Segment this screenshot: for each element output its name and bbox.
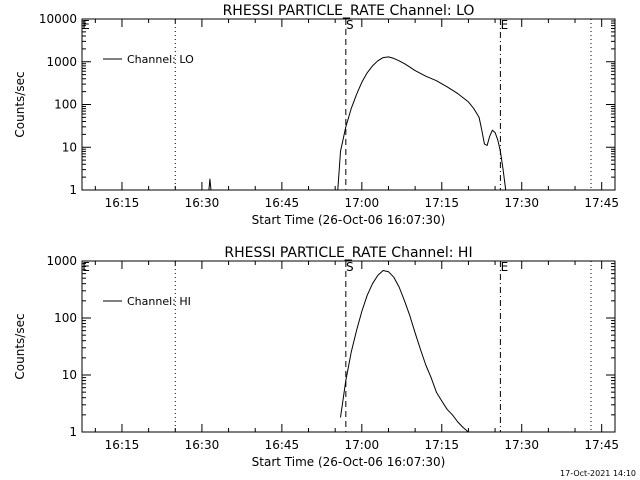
y-tick-label: 100 [54,311,77,325]
x-tick-label: 17:15 [424,196,459,210]
lo-channel-panel: RHESSI PARTICLE_RATE Channel: LO Start Ti… [13,3,619,227]
x-tick-label: 17:30 [504,196,539,210]
x-tick-label: 17:45 [584,438,619,452]
y-tick-label: 1000 [46,55,77,69]
marker-label: E [82,260,90,274]
x-tick-label: 17:45 [584,196,619,210]
y-tick-label: 1 [69,183,77,197]
x-tick-label: 17:00 [345,196,380,210]
chart-title: RHESSI PARTICLE_RATE Channel: LO [223,3,475,19]
x-axis-label: Start Time (26-Oct-06 16:07:30) [252,455,446,469]
x-tick-label: 16:30 [185,196,220,210]
y-tick-label: 1000 [46,254,77,268]
y-tick-label: 10 [62,368,77,382]
y-tick-label: 1 [69,425,77,439]
x-tick-label: 16:15 [105,438,140,452]
hi-channel-panel: RHESSI PARTICLE_RATE Channel: HI Start Ti… [13,245,619,469]
x-tick-label: 17:15 [424,438,459,452]
chart-title: RHESSI PARTICLE_RATE Channel: HI [224,245,472,261]
footer-timestamp: 17-Oct-2021 14:10 [560,469,636,478]
x-tick-label: 16:45 [265,196,300,210]
legend-label: Channel: HI [127,295,191,308]
y-tick-label: 100 [54,98,77,112]
x-tick-label: 17:30 [504,438,539,452]
marker-label: E [501,18,509,32]
marker-label: S [346,260,354,274]
plot-frame [81,18,616,191]
x-tick-label: 16:15 [105,196,140,210]
plot-frame [81,260,616,433]
x-tick-label: 16:45 [265,438,300,452]
x-axis-label: Start Time (26-Oct-06 16:07:30) [252,213,446,227]
series-line-channel-hi [340,270,469,433]
y-tick-label: 10 [62,140,77,154]
marker-label: E [501,260,509,274]
legend-label: Channel: LO [127,53,194,66]
series-line-channel-lo [208,56,507,191]
marker-label: E [82,18,90,32]
x-tick-label: 17:00 [345,438,380,452]
y-tick-label: 10000 [39,12,77,26]
y-axis-label: Counts/sec [13,313,27,379]
marker-label: S [346,18,354,32]
x-tick-label: 16:30 [185,438,220,452]
y-axis-label: Counts/sec [13,71,27,137]
